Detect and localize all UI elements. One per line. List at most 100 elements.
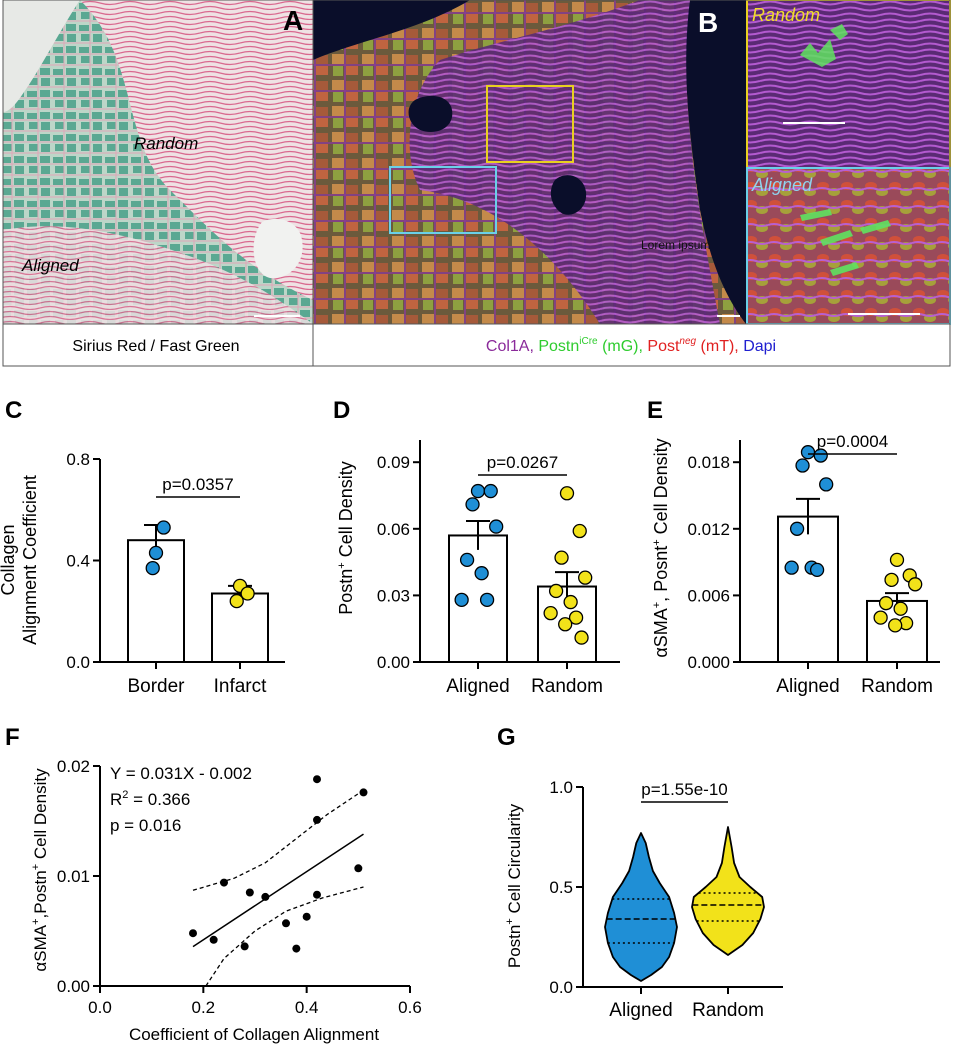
chart-g-axes: 0.0 0.5 1.0 Aligned Random bbox=[549, 778, 783, 1021]
f-point bbox=[282, 919, 290, 928]
e-point bbox=[784, 560, 799, 575]
c-bar bbox=[127, 539, 185, 664]
c-y-tick-label: 0.8 bbox=[66, 450, 90, 469]
panel-a-aligned-region bbox=[3, 226, 313, 324]
panel-letter-e: E bbox=[647, 397, 663, 424]
panel-b-inset-random-label: Random bbox=[752, 5, 820, 25]
e-point bbox=[813, 448, 828, 463]
panel-b: B Lorem ipsum Random Aligned bbox=[313, 0, 951, 325]
caption-strip: Sirius Red / Fast Green Col1A, PostniCre… bbox=[2, 0, 951, 367]
panel-b-inset-random-cells bbox=[800, 24, 848, 67]
panel-b-inset-aligned-label: Aligned bbox=[751, 175, 813, 195]
e-bar bbox=[777, 515, 839, 664]
f-point bbox=[313, 815, 321, 824]
f-ci-upper bbox=[192, 789, 364, 891]
panel-b-inset-aligned bbox=[747, 168, 950, 324]
g-y-tick-label: 0.5 bbox=[549, 878, 573, 897]
e-point bbox=[908, 577, 923, 592]
e-point bbox=[884, 572, 899, 588]
chart-e-ylabel-b-sup: + bbox=[651, 539, 663, 545]
chart-c: Collagen Alignment Coefficient 0.0 0.4 0.8… bbox=[0, 450, 285, 697]
chart-c-marks bbox=[127, 496, 269, 664]
f-x-tick-label: 0.2 bbox=[192, 998, 216, 1017]
panel-letter-b: B bbox=[698, 7, 718, 38]
chart-c-ylabel-line2: Alignment Coefficient bbox=[20, 475, 40, 645]
f-x-tick-label: 0.6 bbox=[398, 998, 422, 1017]
f-point bbox=[313, 890, 321, 899]
d-point bbox=[465, 497, 480, 512]
d-point bbox=[470, 483, 486, 499]
chart-f-marks bbox=[189, 775, 368, 987]
panel-letter-f: F bbox=[5, 724, 20, 751]
chart-d-ylabel-sup: + bbox=[336, 562, 348, 568]
chart-e: αSMA+, Posnt+ Cell Density 0.0000.0060.0… bbox=[651, 432, 940, 697]
chart-e-ylabel: αSMA+, Posnt+ Cell Density bbox=[651, 438, 671, 657]
f-point bbox=[302, 912, 311, 921]
c-point bbox=[229, 593, 244, 609]
e-point bbox=[809, 562, 825, 578]
f-ci-lower bbox=[205, 886, 364, 987]
f-x-tick-label: 0.4 bbox=[295, 998, 319, 1017]
chart-f-ylabel-a: αSMA bbox=[31, 924, 50, 971]
c-y-tick-label: 0.4 bbox=[66, 552, 90, 571]
panel-a-lumen bbox=[3, 0, 80, 112]
caption-col1a: Col1A, bbox=[486, 338, 538, 355]
chart-e-ylabel-a: αSMA bbox=[651, 608, 671, 657]
panel-a-lumen-2 bbox=[253, 218, 303, 279]
d-point bbox=[459, 552, 475, 568]
e-y-tick-label: 0.018 bbox=[687, 453, 730, 472]
d-x-tick-label: Aligned bbox=[446, 676, 509, 697]
d-point bbox=[543, 606, 558, 621]
d-point bbox=[548, 583, 564, 599]
f-point bbox=[354, 864, 363, 873]
d-point bbox=[558, 617, 573, 632]
panel-letter-a: A bbox=[283, 5, 303, 36]
c-point bbox=[148, 545, 164, 561]
panel-a-label-random: Random bbox=[134, 134, 198, 153]
chart-c-ylabel-line1: Collagen bbox=[0, 524, 18, 595]
d-point bbox=[563, 594, 578, 610]
chart-c-axes: 0.0 0.4 0.8 Border Infarct bbox=[66, 450, 285, 697]
f-y-tick-label: 0.01 bbox=[57, 867, 90, 886]
e-point bbox=[893, 601, 908, 616]
d-point bbox=[559, 486, 575, 501]
e-point bbox=[800, 445, 816, 460]
caption-mt: (mT), bbox=[696, 338, 743, 355]
panel-a: A Random Aligned bbox=[3, 0, 313, 324]
e-point bbox=[878, 596, 894, 611]
chart-f-xlabel: Coefficient of Collagen Alignment bbox=[129, 1025, 379, 1044]
panel-b-inset-box-random bbox=[486, 85, 574, 163]
d-x-tick-label: Random bbox=[531, 676, 603, 697]
d-point bbox=[568, 610, 584, 625]
chart-g-ylabel-rest: Cell Circularity bbox=[505, 803, 524, 918]
f-point bbox=[209, 935, 218, 944]
chart-f-pvalue: p = 0.016 bbox=[110, 816, 181, 835]
chart-c-pvalue: p=0.0357 bbox=[162, 475, 233, 494]
caption-mg: (mG), bbox=[598, 338, 648, 355]
c-y-tick-label: 0.0 bbox=[66, 653, 90, 672]
f-point bbox=[313, 775, 321, 784]
chart-d-ylabel-main: Postn bbox=[336, 569, 356, 615]
e-point bbox=[889, 552, 905, 568]
d-y-tick-label: 0.09 bbox=[377, 453, 410, 472]
e-point bbox=[873, 610, 888, 625]
chart-g: Postn+ Cell Circularity 0.0 0.5 1.0 Aligned… bbox=[504, 778, 783, 1021]
c-x-tick-label: Border bbox=[127, 676, 185, 697]
e-x-tick-label: Random bbox=[861, 676, 933, 697]
chart-f-ylabel-c: Cell Density bbox=[31, 768, 50, 864]
e-point bbox=[789, 521, 805, 536]
f-point bbox=[292, 944, 301, 953]
chart-f-r2: R2 = 0.366 bbox=[110, 789, 190, 809]
chart-g-pvalue: p=1.55e-10 bbox=[641, 780, 728, 799]
panel-b-inset-aligned-cells bbox=[800, 209, 891, 276]
f-point bbox=[245, 888, 254, 897]
caption-neg: neg bbox=[679, 336, 696, 347]
e-point bbox=[888, 618, 903, 633]
g-y-tick-label: 0.0 bbox=[549, 978, 573, 997]
c-x-tick-label: Infarct bbox=[214, 676, 268, 697]
panel-b-lumen-2 bbox=[550, 175, 587, 215]
d-point bbox=[454, 592, 469, 607]
chart-e-axes: 0.000 0.006 0.012 0.018 Aligned Random bbox=[687, 440, 940, 697]
c-point bbox=[156, 520, 171, 535]
